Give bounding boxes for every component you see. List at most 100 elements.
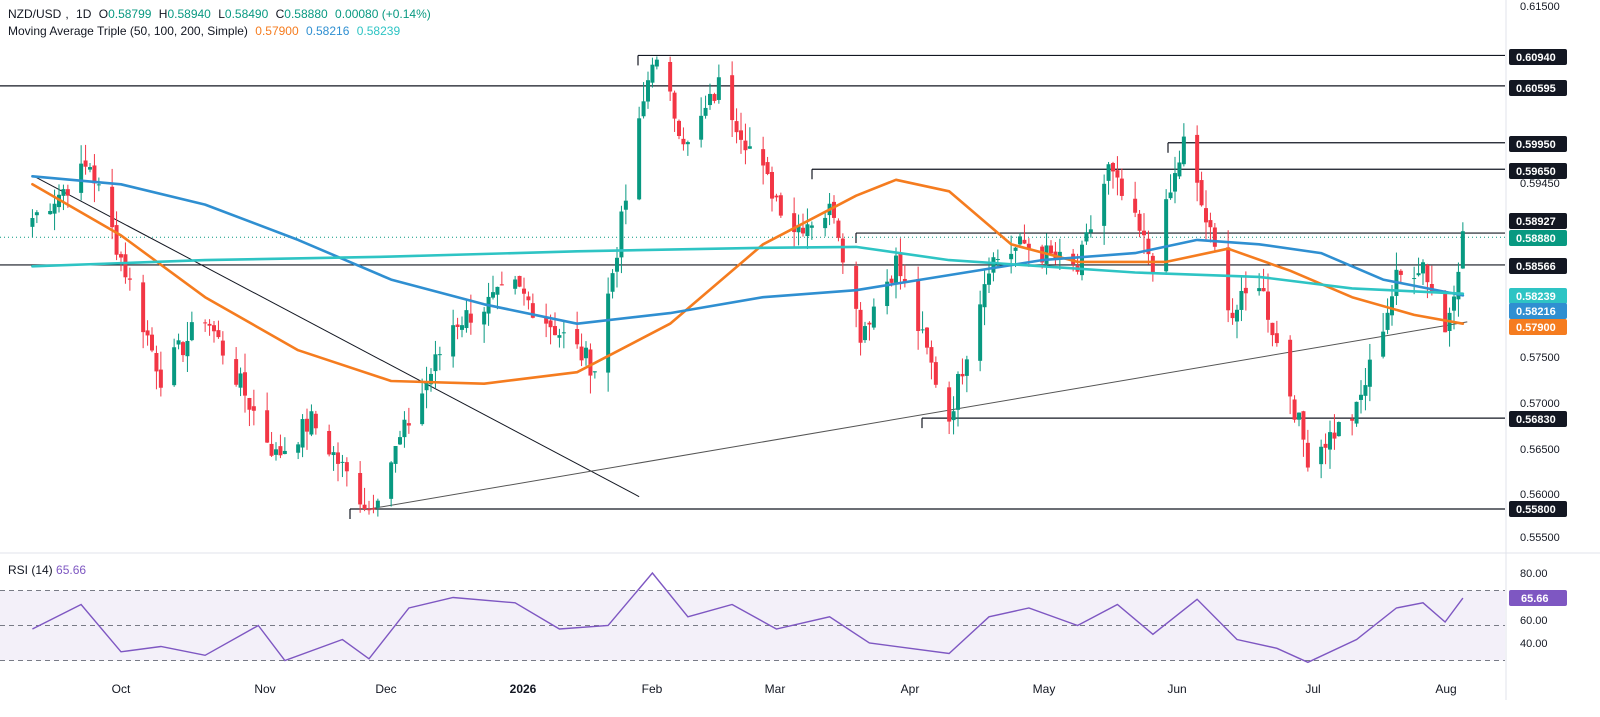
candle-body [1137, 213, 1142, 231]
candle-body [1195, 134, 1200, 183]
candle-body [902, 278, 907, 283]
candle-body [703, 107, 708, 116]
rsi-panel [32, 571, 1464, 664]
price-label-text: 0.59650 [1516, 166, 1556, 178]
symbol-name[interactable]: NZD/USD [8, 7, 62, 21]
candle-body [991, 257, 996, 273]
candle-body [544, 317, 549, 324]
candle-body [420, 393, 425, 425]
price-tick-label: 0.59450 [1520, 178, 1560, 190]
candle-body [1080, 244, 1084, 276]
candle-body [1026, 243, 1031, 249]
time-tick-label: May [1033, 682, 1056, 696]
rsi-background-band [0, 0, 1600, 700]
candle-body [1363, 385, 1368, 396]
candle-body [708, 93, 712, 106]
candle-body [1040, 246, 1045, 263]
candle-body [894, 255, 898, 283]
candle-body [796, 224, 801, 233]
candle-body [30, 218, 35, 227]
candle-body [238, 373, 243, 388]
ma200-value: 0.58239 [356, 24, 401, 38]
open-value: 0.58799 [108, 7, 152, 21]
open-label: O [98, 7, 109, 21]
change-value: 0.00080 (+0.14%) [335, 7, 431, 21]
candle-body [34, 212, 39, 216]
candle-body [854, 265, 859, 309]
candle-body [805, 224, 810, 237]
candle-body [1022, 239, 1027, 244]
price-label-text: 0.55800 [1516, 504, 1556, 516]
candlesticks [30, 56, 1465, 517]
price-label-text: 0.60595 [1516, 83, 1556, 95]
candle-body [234, 359, 239, 385]
candle-body [402, 419, 407, 438]
candle-body [482, 311, 487, 325]
candle-body [987, 273, 991, 285]
candle-body [672, 92, 677, 119]
candle-body [460, 325, 464, 330]
candle-body [761, 149, 766, 166]
candle-body [579, 346, 584, 361]
candle-body [677, 120, 681, 137]
time-tick-label: Nov [254, 682, 275, 696]
interval-label[interactable]: 1D [76, 7, 92, 21]
ma100-value: 0.58216 [306, 24, 350, 38]
candle-body [801, 227, 805, 234]
ma-indicator-name[interactable]: Moving Average Triple (50, 100, 200, Sim… [8, 24, 248, 38]
candle-body [1230, 312, 1235, 319]
candle-body [809, 225, 814, 228]
candle-body [553, 326, 557, 336]
candle-body [947, 387, 952, 422]
price-label-box [1509, 501, 1567, 517]
candle-body [251, 406, 256, 411]
rsi-tick-label: 40.00 [1520, 638, 1548, 650]
time-axis[interactable]: Oct Nov Dec 2026 Feb Mar Apr May Jun Jul Aug [112, 682, 1457, 696]
time-tick-label: Jul [1305, 682, 1320, 696]
candle-body [1421, 262, 1425, 274]
candle-body [344, 462, 349, 472]
candle-body [88, 167, 92, 170]
candle-body [716, 77, 721, 100]
price-label-box [1509, 319, 1567, 335]
time-tick-label: 2026 [510, 682, 537, 696]
candle-body [964, 359, 969, 376]
candle-body [495, 286, 500, 295]
candle-body [823, 217, 828, 229]
price-axis[interactable]: 0.61500 0.59450 0.57500 0.57000 0.56500 0.560… [1509, 1, 1567, 650]
price-label-box [1509, 288, 1567, 304]
candle-body [1323, 443, 1328, 448]
candle-body [265, 410, 270, 443]
horizontal-levels [0, 54, 1505, 519]
rsi-legend: RSI (14) 65.66 [8, 563, 86, 577]
candle-body [300, 419, 305, 448]
time-tick-label: Jun [1167, 682, 1186, 696]
candle-body [336, 452, 340, 464]
candle-body [995, 258, 1000, 260]
candle-body [1088, 229, 1093, 233]
candle-body [371, 508, 376, 510]
candle-body [79, 163, 84, 193]
moving-averages [31, 175, 1465, 385]
candle-body [951, 411, 956, 421]
candle-body [530, 303, 535, 318]
candle-body [637, 118, 642, 200]
time-tick-label: Aug [1435, 682, 1456, 696]
candle-body [548, 320, 553, 328]
candle-body [619, 211, 624, 258]
candle-body [1057, 251, 1062, 260]
rsi-indicator-name[interactable]: RSI (14) [8, 563, 53, 577]
candle-body [774, 195, 779, 198]
candle-body [1381, 331, 1386, 357]
candle-body [185, 340, 190, 357]
candle-body [119, 254, 123, 258]
candle-body [1084, 232, 1089, 242]
candle-body [1412, 278, 1417, 280]
candle-body [650, 64, 655, 83]
candle-body [220, 340, 225, 356]
ma50-value: 0.57900 [255, 24, 299, 38]
candle-body [1359, 394, 1363, 400]
candle-body [832, 201, 836, 218]
candle-body [154, 353, 159, 372]
